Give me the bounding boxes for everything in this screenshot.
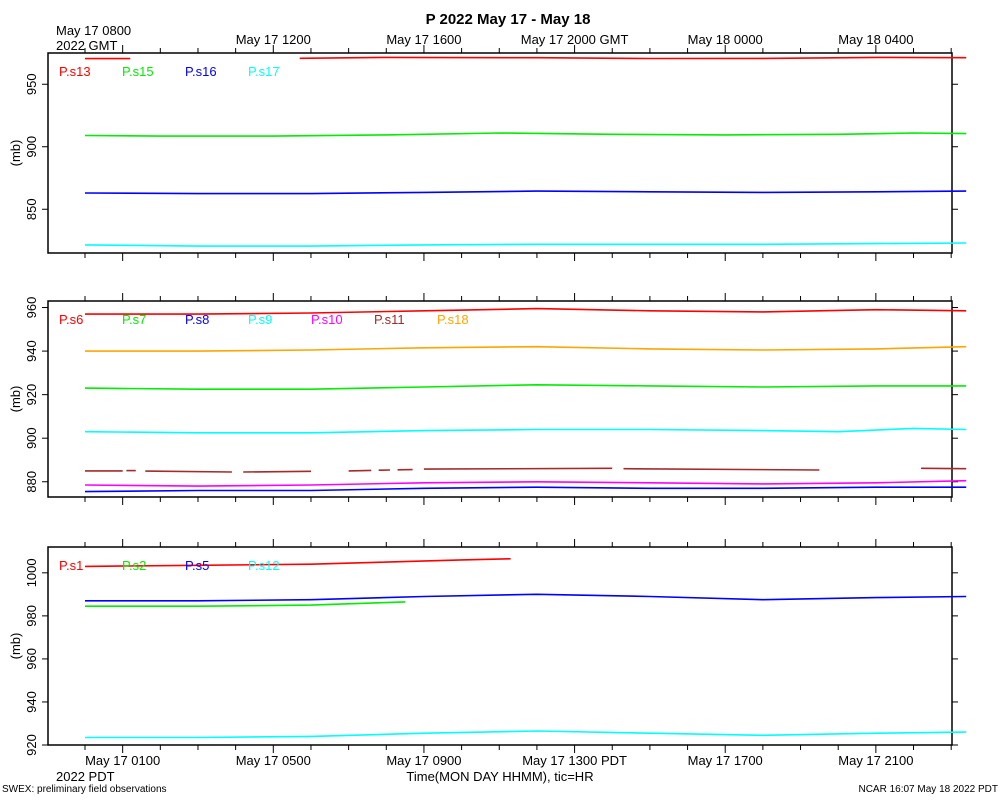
bottom-axis-labels: May 17 0100 May 17 0500 May 17 0900 May 17 … xyxy=(85,753,913,768)
legend-label: P.s1 xyxy=(59,558,83,573)
series-line xyxy=(84,486,967,493)
series-line xyxy=(299,56,967,60)
y-tick-label: 1000 xyxy=(24,558,39,587)
legend-label: P.s10 xyxy=(311,312,343,327)
panel-1: 850 900 950 (mb) P.s13 P.s15 P.s16 P.s17 xyxy=(8,45,967,261)
series-line xyxy=(85,593,967,602)
legend-label: P.s6 xyxy=(59,312,83,327)
series-line xyxy=(85,601,406,608)
series-line xyxy=(84,190,967,195)
legend-label: P.s12 xyxy=(248,558,280,573)
y-axis-label: (mb) xyxy=(8,386,23,413)
legend-label: P.s9 xyxy=(248,312,272,327)
y-tick-label: 960 xyxy=(24,297,39,319)
y-tick-label: 920 xyxy=(24,384,39,406)
series-line xyxy=(84,132,967,137)
series-line xyxy=(423,467,613,470)
top-axis-first-sublabel: 2022 GMT xyxy=(56,38,117,53)
top-axis-label: May 18 0000 xyxy=(688,32,763,47)
series-line xyxy=(85,307,967,315)
y-tick-label: 960 xyxy=(24,648,39,670)
top-axis-label: May 17 1600 xyxy=(386,32,461,47)
series-line xyxy=(84,558,511,568)
legend-label: P.s13 xyxy=(59,64,91,79)
y-tick-label: 920 xyxy=(24,734,39,756)
y-tick-label: 850 xyxy=(24,198,39,220)
footer-right-note: NCAR 16:07 May 18 2022 PDT xyxy=(858,784,998,795)
series-line xyxy=(84,427,967,434)
plot-frame xyxy=(47,546,953,746)
top-axis-first-label: May 17 0800 xyxy=(56,23,131,38)
y-tick-label: 900 xyxy=(24,136,39,158)
bottom-axis-label: May 17 2100 xyxy=(838,753,913,768)
bottom-axis-label: May 17 0900 xyxy=(386,753,461,768)
panel-3: 920 940 960 980 1000 (mb) P.s1 P.s2 P.s5 P.s12 xyxy=(8,539,967,756)
series-line xyxy=(84,383,967,391)
legend-label: P.s15 xyxy=(122,64,154,79)
top-axis-label: May 18 0400 xyxy=(838,32,913,47)
series-line xyxy=(348,469,372,472)
y-tick-label: 940 xyxy=(24,340,39,362)
legend-label: P.s11 xyxy=(374,312,405,327)
legend-label: P.s5 xyxy=(185,558,209,573)
legend-label: P.s2 xyxy=(122,558,146,573)
series-line xyxy=(145,470,232,473)
y-tick-label: 980 xyxy=(24,605,39,627)
top-axis-labels: May 17 1200 May 17 1600 May 17 2000 GMT May… xyxy=(236,32,914,47)
series-line xyxy=(84,242,967,247)
y-tick-label: 900 xyxy=(24,427,39,449)
x-axis-label: Time(MON DAY HHMM), tic=HR xyxy=(406,769,593,784)
chart-panels: 850 900 950 (mb) P.s13 P.s15 P.s16 P.s17 880 900 9… xyxy=(8,45,967,756)
bottom-axis-sublabel: 2022 PDT xyxy=(56,769,115,784)
bottom-axis-label: May 17 0500 xyxy=(236,753,311,768)
legend-label: P.s16 xyxy=(185,64,217,79)
series-line xyxy=(85,730,967,739)
legend-label: P.s17 xyxy=(248,64,280,79)
series-line xyxy=(84,479,967,487)
panel-2: 880 900 920 940 960 (mb) P.s6 P.s7 P.s8 P.s9 P.s10… xyxy=(8,293,967,505)
plot-frame xyxy=(47,52,953,254)
bottom-axis-label: May 17 1300 PDT xyxy=(522,753,627,768)
series-line xyxy=(243,470,312,473)
bottom-axis-label: May 17 1700 xyxy=(688,753,763,768)
top-axis-label: May 17 2000 GMT xyxy=(521,32,629,47)
legend-label: P.s7 xyxy=(122,312,146,327)
y-axis-label: (mb) xyxy=(8,633,23,660)
legend-label: P.s18 xyxy=(437,312,469,327)
legend-label: P.s8 xyxy=(185,312,209,327)
plot-frame xyxy=(47,300,953,498)
top-axis-label: May 17 1200 xyxy=(236,32,311,47)
chart-title: P 2022 May 17 - May 18 xyxy=(426,11,591,28)
series-line xyxy=(85,345,967,352)
y-axis-label: (mb) xyxy=(8,140,23,167)
y-tick-label: 880 xyxy=(24,471,39,493)
series-line xyxy=(623,467,820,471)
y-tick-label: 940 xyxy=(24,691,39,713)
footer-left-note: SWEX: preliminary field observations xyxy=(2,784,167,795)
y-tick-label: 950 xyxy=(24,73,39,95)
bottom-axis-label: May 17 0100 xyxy=(85,753,160,768)
